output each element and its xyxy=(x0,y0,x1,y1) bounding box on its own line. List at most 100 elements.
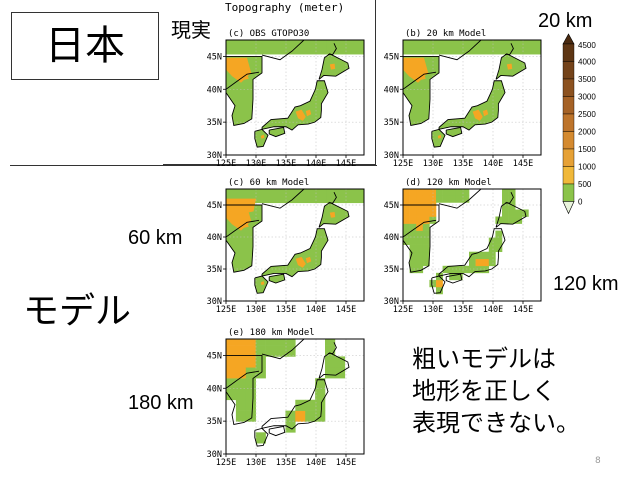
colorbar-label: 3000 xyxy=(578,93,596,102)
grid-cell xyxy=(455,272,463,281)
grid-cell xyxy=(469,258,476,267)
highland-3 xyxy=(305,109,312,117)
grid-cell xyxy=(285,410,296,422)
grid-cell xyxy=(416,189,424,196)
grid-cell xyxy=(255,356,266,368)
description-line-3: 表現できない。 xyxy=(412,409,580,437)
border-line xyxy=(403,219,437,238)
x-tick-label: 140E xyxy=(306,305,326,315)
grid-cell xyxy=(416,251,424,260)
grid-cell xyxy=(436,189,443,196)
grid-cell xyxy=(515,209,523,217)
x-tick-label: 135E xyxy=(453,305,473,315)
y-tick-label: 30N xyxy=(207,151,222,161)
grid-cell xyxy=(409,230,417,238)
slide-title: 日本 xyxy=(11,12,159,80)
grid-cell xyxy=(488,258,496,267)
grid-cell xyxy=(469,251,476,260)
colorbar-segment xyxy=(562,96,575,115)
description: 粗いモデルは 地形を正しく 表現できない。 xyxy=(412,343,580,439)
grid-cell xyxy=(245,378,256,390)
x-tick-label: 145E xyxy=(336,159,356,169)
grid-cell xyxy=(409,202,417,210)
x-tick-label: 135E xyxy=(276,458,296,468)
highland-3 xyxy=(305,256,312,264)
grid-cell xyxy=(502,202,509,210)
coastline-honshu xyxy=(261,80,329,131)
grid-cell xyxy=(495,216,503,224)
colorbar-segment xyxy=(562,61,575,80)
label-model: モデル xyxy=(23,291,132,332)
coastline-kyushu xyxy=(431,275,446,294)
panel-frame xyxy=(402,39,542,156)
grid-cell xyxy=(449,272,457,281)
coastline-hokkaido xyxy=(495,201,527,228)
grid-cell xyxy=(482,265,490,274)
grid-cell xyxy=(409,189,417,196)
coastline-shikoku xyxy=(268,126,286,138)
grid-cell xyxy=(409,244,417,253)
colorbar-bottom-arrow xyxy=(562,201,575,215)
grid-cell xyxy=(403,195,410,203)
coastline-honshu xyxy=(438,80,506,131)
grid-cell xyxy=(409,209,417,217)
land-sakhalin xyxy=(326,189,340,202)
grid-cell xyxy=(515,216,523,224)
highland-4 xyxy=(329,212,336,218)
y-tick-label: 35N xyxy=(207,265,222,275)
grid-cell xyxy=(436,286,443,295)
border-line xyxy=(226,370,260,389)
grid-cell xyxy=(416,216,424,224)
x-tick-label: 135E xyxy=(276,159,296,169)
grid-cell xyxy=(422,223,430,231)
grid-cell xyxy=(429,202,437,210)
y-tick-label: 40N xyxy=(384,233,399,243)
coastline-mainland xyxy=(261,40,305,61)
coastline-kyushu xyxy=(254,427,269,447)
label-reality: 現実 xyxy=(171,18,211,42)
grid-cell xyxy=(245,399,256,411)
x-tick-label: 130E xyxy=(423,305,443,315)
grid-cell xyxy=(235,378,247,390)
grid-cell xyxy=(416,223,424,231)
panel-frame xyxy=(225,188,365,302)
x-tick-label: 125E xyxy=(216,159,236,169)
grid-cell xyxy=(416,258,424,267)
colorbar-label: 4500 xyxy=(578,41,596,50)
y-tick-label: 40N xyxy=(207,384,222,394)
grid-cell xyxy=(422,251,430,260)
y-tick-label: 30N xyxy=(207,450,222,460)
grid-cell xyxy=(429,216,437,224)
grid-cell xyxy=(305,399,316,411)
grid-cell xyxy=(495,230,503,238)
colorbar: 4500 4000 3500 3000 2500 2000 1500 1000 500 0 xyxy=(562,33,596,215)
grid-cell xyxy=(305,410,316,422)
x-tick-label: 130E xyxy=(246,159,266,169)
grid-cell xyxy=(416,244,424,253)
grid-cell xyxy=(508,216,516,224)
grid-cell xyxy=(495,244,503,253)
colorbar-top-arrow xyxy=(562,33,575,45)
grid-cell xyxy=(455,195,463,203)
y-tick-label: 40N xyxy=(384,85,399,95)
colorbar-segment xyxy=(562,113,575,132)
panel-title: (e) 180 km Model xyxy=(228,328,315,338)
grid-cell xyxy=(245,345,256,357)
panel-m60: (c) 60 km Model 125E 130E 135E 140E 145E 45N 40… xyxy=(207,178,365,315)
grid-cell xyxy=(429,189,437,196)
x-tick-label: 130E xyxy=(423,159,443,169)
grid-cell xyxy=(475,251,483,260)
colorbar-label: 500 xyxy=(578,180,592,189)
figure-main-title: Topography (meter) xyxy=(225,1,344,14)
grid-cell xyxy=(409,258,417,267)
coastline-korea xyxy=(403,55,440,126)
page-number: 8 xyxy=(595,456,601,466)
grid-cell xyxy=(285,339,296,346)
panel-title: (b) 20 km Model xyxy=(405,29,486,39)
y-tick-label: 35N xyxy=(207,118,222,128)
grid-cell xyxy=(436,279,443,288)
grid-cell xyxy=(334,356,346,368)
y-tick-label: 45N xyxy=(207,201,222,211)
grid-cell xyxy=(416,230,424,238)
grid-cell xyxy=(325,367,336,379)
